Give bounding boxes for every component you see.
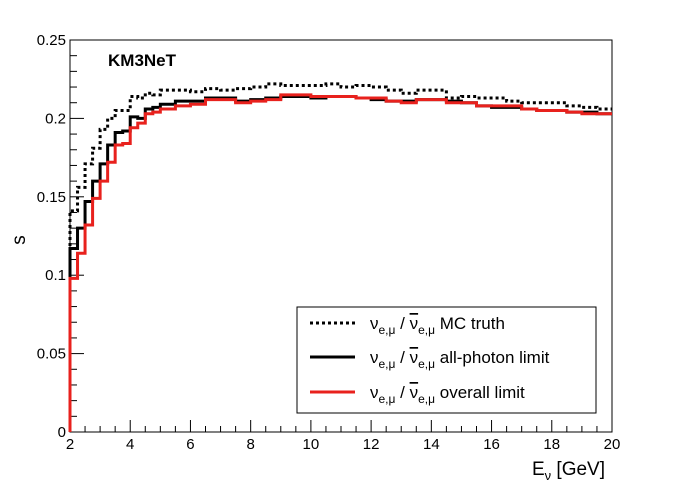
x-tick-label: 12 bbox=[363, 436, 380, 453]
y-tick-label: 0.25 bbox=[37, 32, 66, 49]
x-tick-label: 16 bbox=[483, 436, 500, 453]
series-line-overall-limit bbox=[68, 93, 612, 432]
x-tick-label: 2 bbox=[66, 436, 74, 453]
series-line-mc-truth bbox=[68, 82, 612, 432]
y-tick-label: 0.2 bbox=[45, 110, 66, 127]
legend-label: νe,μ / νe,μ all-photon limit bbox=[370, 348, 550, 371]
legend-box bbox=[296, 306, 597, 414]
y-tick-label: 0.15 bbox=[37, 189, 66, 206]
y-tick-label: 0 bbox=[58, 424, 66, 441]
x-axis-label: Eν [GeV] bbox=[532, 459, 605, 483]
y-axis-label: s bbox=[9, 235, 30, 245]
x-tick-label: 6 bbox=[186, 436, 194, 453]
series-group bbox=[68, 82, 612, 432]
x-tick-label: 10 bbox=[303, 436, 320, 453]
y-tick-label: 0.1 bbox=[45, 267, 66, 284]
watermark-label: KM3NeT bbox=[108, 51, 177, 70]
x-tick-label: 20 bbox=[604, 436, 621, 453]
y-tick-label: 0.05 bbox=[37, 346, 66, 363]
legend-label: νe,μ / νe,μ MC truth bbox=[370, 314, 505, 337]
x-tick-label: 14 bbox=[423, 436, 440, 453]
x-tick-label: 8 bbox=[246, 436, 254, 453]
legend: νe,μ / νe,μ MC truth νe,μ / νe,μ all-phot… bbox=[296, 306, 597, 414]
axis-ticks: 2 4 6 8 10 12 14 16 18 20 0 0.05 0.1 0.15 0.2 0.25 bbox=[37, 32, 621, 453]
x-tick-label: 18 bbox=[543, 436, 560, 453]
x-tick-label: 4 bbox=[126, 436, 134, 453]
legend-label: νe,μ / νe,μ overall limit bbox=[370, 383, 525, 406]
